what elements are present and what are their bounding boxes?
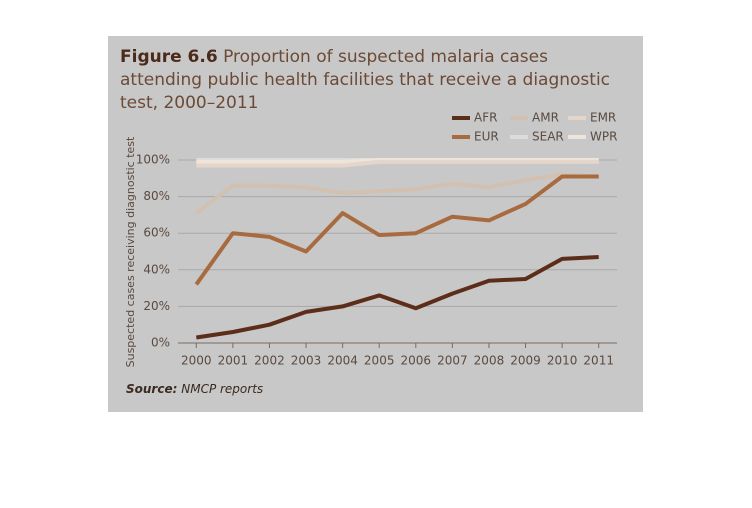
y-tick-label: 80% xyxy=(143,189,170,203)
y-tick-label: 20% xyxy=(143,299,170,313)
chart-title: Figure 6.6 Proportion of suspected malar… xyxy=(120,46,635,115)
x-tick-label: 2000 xyxy=(181,354,212,368)
x-tick-label: 2009 xyxy=(510,354,541,368)
figure-label: Figure 6.6 xyxy=(120,47,218,67)
panel xyxy=(108,36,643,412)
legend-label: SEAR xyxy=(532,130,564,144)
legend-label: WPR xyxy=(590,130,617,144)
x-tick-label: 2002 xyxy=(254,354,285,368)
legend-label: EMR xyxy=(590,111,616,125)
x-tick-label: 2008 xyxy=(474,354,505,368)
y-tick-label: 0% xyxy=(151,336,170,350)
y-tick-label: 60% xyxy=(143,226,170,240)
y-tick-label: 40% xyxy=(143,262,170,276)
source-text: NMCP reports xyxy=(181,382,264,396)
source: Source: NMCP reports xyxy=(126,382,263,396)
source-label: Source: xyxy=(126,382,178,396)
x-tick-label: 2010 xyxy=(547,354,578,368)
legend-label: AFR xyxy=(474,111,497,125)
legend-label: AMR xyxy=(532,111,559,125)
series-line xyxy=(195,172,599,215)
x-tick-label: 2011 xyxy=(583,354,614,368)
series-line xyxy=(195,254,599,340)
series-line xyxy=(194,174,599,286)
x-tick-label: 2004 xyxy=(327,354,358,368)
x-tick-label: 2005 xyxy=(364,354,395,368)
x-tick-label: 2007 xyxy=(437,354,468,368)
x-tick-label: 2001 xyxy=(218,354,249,368)
x-tick-label: 2006 xyxy=(401,354,432,368)
legend-label: EUR xyxy=(474,130,499,144)
y-axis-label: Suspected cases receiving diagnostic tes… xyxy=(124,136,137,367)
title-text: Proportion of suspected malaria cases at… xyxy=(120,47,611,113)
series-line xyxy=(196,159,599,168)
x-tick-label: 2003 xyxy=(291,354,322,368)
y-tick-label: 100% xyxy=(136,153,170,167)
